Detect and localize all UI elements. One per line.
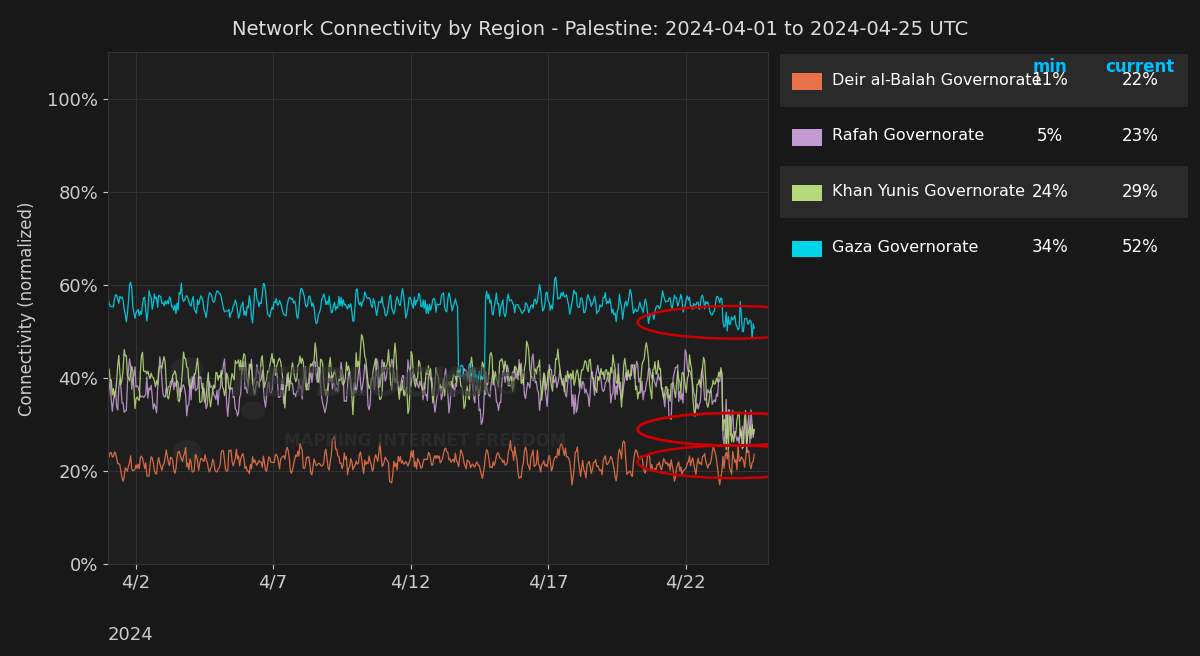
Text: 29%: 29% [1122, 182, 1158, 201]
Text: 34%: 34% [1032, 238, 1068, 256]
Text: NETBLOCKS: NETBLOCKS [229, 366, 488, 404]
Text: 11%: 11% [1032, 71, 1068, 89]
Circle shape [173, 440, 202, 463]
Text: Khan Yunis Governorate: Khan Yunis Governorate [832, 184, 1025, 199]
Text: Deir al-Balah Governorate: Deir al-Balah Governorate [832, 73, 1042, 87]
Text: 23%: 23% [1122, 127, 1158, 145]
Text: Network Connectivity by Region - Palestine: 2024-04-01 to 2024-04-25 UTC: Network Connectivity by Region - Palesti… [232, 20, 968, 39]
Text: 22%: 22% [1122, 71, 1158, 89]
Y-axis label: Connectivity (normalized): Connectivity (normalized) [18, 201, 36, 415]
Text: Rafah Governorate: Rafah Governorate [832, 129, 984, 143]
Text: 24%: 24% [1032, 182, 1068, 201]
Text: .ORG™: .ORG™ [432, 371, 550, 400]
Text: MAPPING INTERNET FREEDOM: MAPPING INTERNET FREEDOM [283, 432, 566, 451]
Text: 52%: 52% [1122, 238, 1158, 256]
Text: Gaza Governorate: Gaza Governorate [832, 240, 978, 255]
Text: 5%: 5% [1037, 127, 1063, 145]
Circle shape [170, 357, 204, 382]
Circle shape [241, 401, 265, 420]
Text: current: current [1105, 58, 1175, 76]
Text: 2024: 2024 [108, 626, 154, 644]
Text: min: min [1033, 58, 1067, 76]
